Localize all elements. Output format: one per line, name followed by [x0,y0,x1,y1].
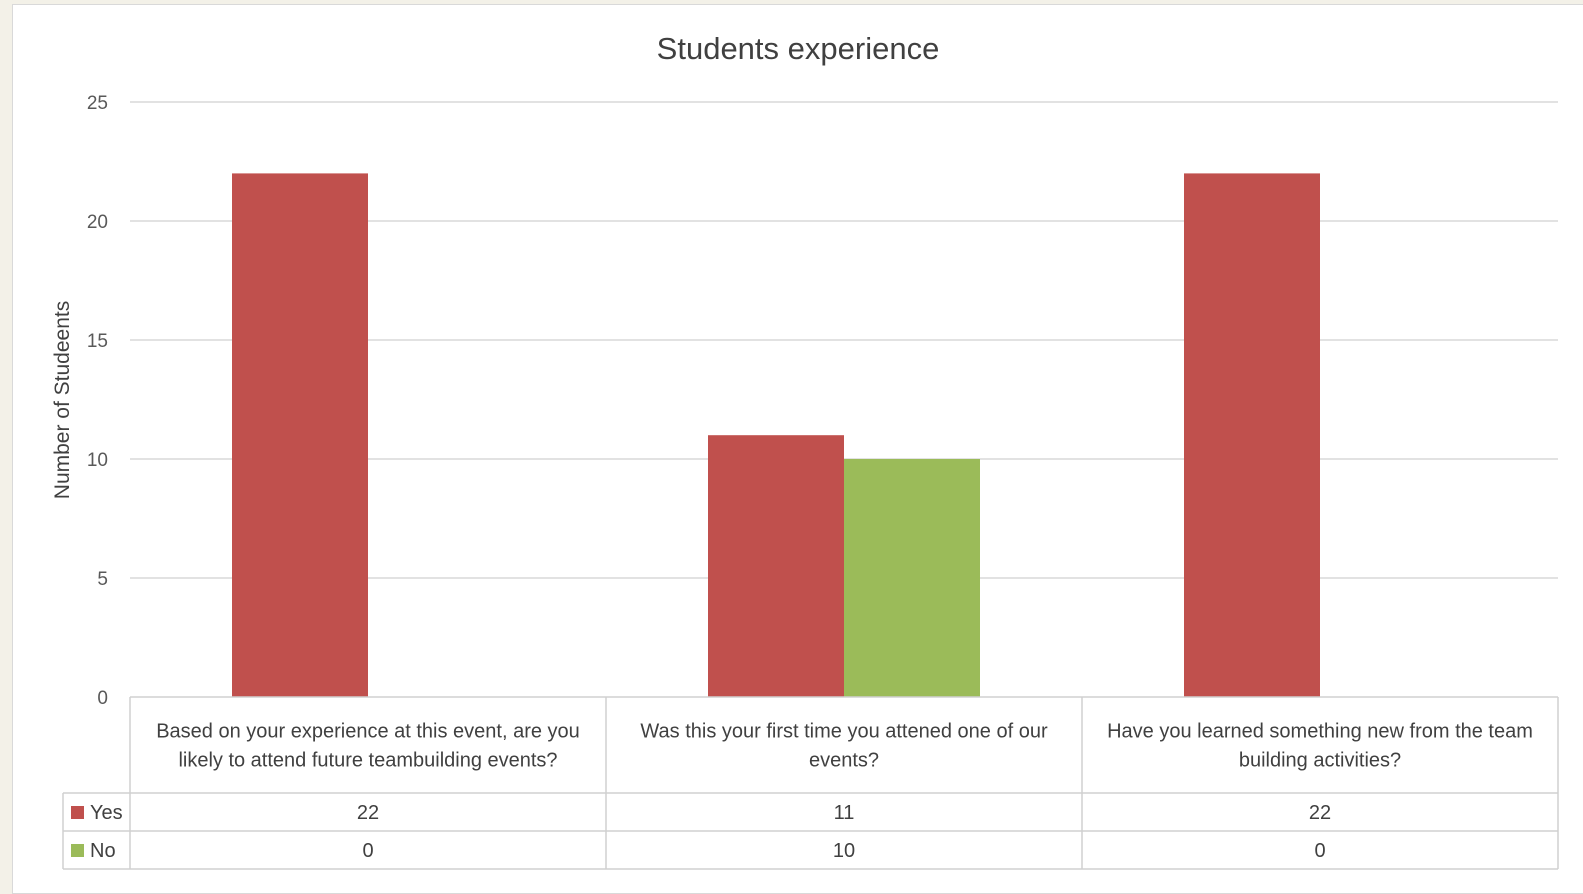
y-tick-label: 0 [97,688,108,709]
legend-label-yes: Yes [90,802,123,824]
category-label: Have you learned something new from the … [1107,721,1533,772]
data-label: 0 [1314,840,1325,862]
data-label: 22 [357,802,379,824]
legend-swatch-yes [71,806,84,819]
bar-yes-2 [708,435,844,697]
data-label: 10 [833,840,855,862]
legend-label-no: No [90,840,116,862]
y-tick-label: 5 [97,569,108,590]
y-axis-title: Number of Studeents [51,301,74,499]
data-label: 11 [834,802,855,824]
category-label: Based on your experience at this event, … [156,721,580,772]
data-table: Based on your experience at this event, … [62,696,1559,870]
y-axis-ticks: 0 5 10 15 20 25 [87,93,108,709]
category-label: Was this your first time you attened one… [640,721,1048,772]
legend-swatch-no [71,844,84,857]
bar-no-2 [844,459,980,697]
data-label: 22 [1309,802,1331,824]
y-tick-label: 10 [87,450,108,471]
data-label: 0 [362,840,373,862]
y-tick-label: 25 [87,93,108,114]
bars [232,173,1320,697]
y-tick-label: 20 [87,212,108,233]
bar-yes-1 [232,173,368,697]
chart-title: Students experience [657,31,940,66]
y-tick-label: 15 [87,331,108,352]
bar-yes-3 [1184,173,1320,697]
